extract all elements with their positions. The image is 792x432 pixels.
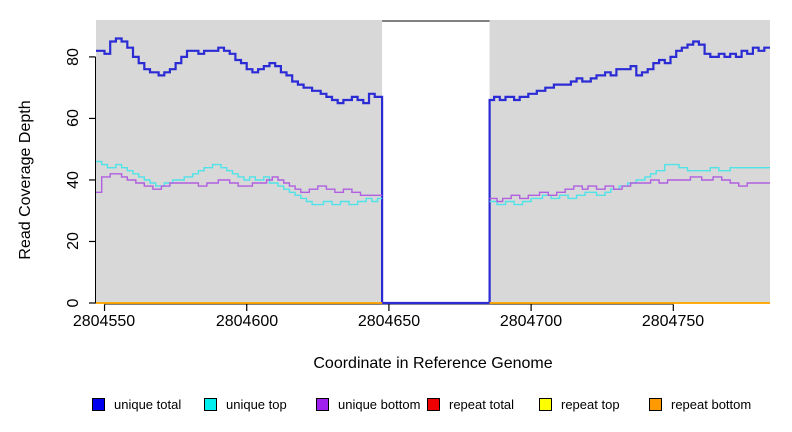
legend-item-repeat-bottom: repeat bottom: [649, 397, 751, 412]
legend-swatch-repeat-bottom: [649, 398, 662, 411]
y-tick-label: 20: [65, 232, 82, 250]
legend-swatch-unique-top: [204, 398, 217, 411]
legend-label: repeat top: [561, 397, 620, 412]
x-tick-label: 2804700: [499, 313, 563, 330]
legend-swatch-repeat-top: [539, 398, 552, 411]
legend-swatch-unique-bottom: [316, 398, 329, 411]
legend-label: repeat total: [449, 397, 515, 412]
legend-label: unique total: [114, 397, 182, 412]
y-axis-title: Read Coverage Depth: [17, 100, 34, 260]
legend-item-unique-bottom: unique bottom: [316, 397, 420, 412]
legend-item-unique-top: unique top: [204, 397, 287, 412]
legend-item-repeat-top: repeat top: [539, 397, 620, 412]
legend-swatch-unique-total: [92, 398, 105, 411]
legend-label: unique bottom: [338, 397, 421, 412]
y-tick-label: 40: [65, 171, 82, 189]
x-axis-title: Coordinate in Reference Genome: [313, 355, 553, 372]
x-tick-label: 2804750: [641, 313, 705, 330]
legend-label: repeat bottom: [671, 397, 752, 412]
legend-item-unique-total: unique total: [92, 397, 181, 412]
legend-swatch-repeat-total: [427, 398, 440, 411]
y-tick-label: 60: [65, 109, 82, 127]
y-tick-label: 80: [65, 48, 82, 66]
x-tick-label: 2804650: [357, 313, 421, 330]
x-tick-label: 2804550: [72, 313, 136, 330]
legend-item-repeat-total: repeat total: [427, 397, 514, 412]
y-tick-label: 0: [65, 298, 82, 308]
legend-label: unique top: [226, 397, 287, 412]
x-tick-label: 2804600: [215, 313, 279, 330]
